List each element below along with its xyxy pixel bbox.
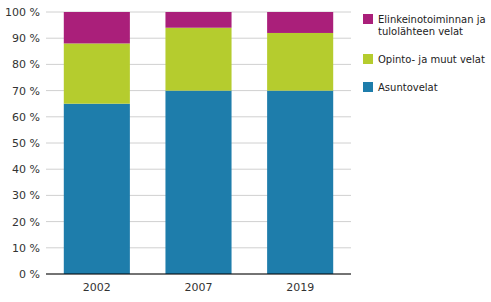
grid <box>46 12 351 274</box>
y-tick-label: 80 % <box>12 58 40 71</box>
bar-segment <box>267 12 333 33</box>
bar-segment <box>64 43 130 103</box>
legend-label-line: Opinto- ja muut velat <box>378 54 485 65</box>
bar-segment <box>64 104 130 274</box>
bar-segment <box>267 33 333 91</box>
y-tick-label: 30 % <box>12 189 40 202</box>
y-tick-label: 10 % <box>12 242 40 255</box>
y-tick-label: 90 % <box>12 32 40 45</box>
y-tick-label: 20 % <box>12 216 40 229</box>
legend-label: Opinto- ja muut velat <box>378 54 485 65</box>
y-tick-label: 50 % <box>12 137 40 150</box>
legend-label: Asuntovelat <box>378 82 438 93</box>
x-tick-label: 2007 <box>185 281 213 294</box>
legend-swatch <box>363 82 373 92</box>
x-axis-line <box>46 274 351 275</box>
legend: Elinkeinotoiminnan jatulolähteen velat Op… <box>363 14 486 93</box>
bar-segment <box>64 12 130 43</box>
chart: 0 % 10 % 20 % 30 % 40 % 50 % 60 % 70 % 80 % 90 % 1… <box>0 0 491 302</box>
legend-label-line: tulolähteen velat <box>378 26 463 37</box>
x-tick-label: 2002 <box>83 281 111 294</box>
y-tick-label: 0 % <box>19 268 40 281</box>
bar-segment <box>165 12 231 28</box>
legend-label: Elinkeinotoiminnan jatulolähteen velat <box>378 14 486 37</box>
bar-segment <box>165 28 231 91</box>
legend-label-line: Elinkeinotoiminnan ja <box>378 14 486 25</box>
legend-swatch <box>363 54 373 64</box>
grid-line <box>46 274 351 275</box>
chart-container: 0 % 10 % 20 % 30 % 40 % 50 % 60 % 70 % 80 % 90 % 1… <box>0 0 491 302</box>
x-tick-label: 2019 <box>286 281 314 294</box>
y-tick-label: 70 % <box>12 85 40 98</box>
y-tick-label: 100 % <box>5 6 40 19</box>
legend-label-line: Asuntovelat <box>378 82 438 93</box>
y-tick-label: 40 % <box>12 163 40 176</box>
bar-segment <box>267 91 333 274</box>
bars <box>64 12 333 274</box>
bar-segment <box>165 91 231 274</box>
y-tick-label: 60 % <box>12 111 40 124</box>
legend-swatch <box>363 14 373 24</box>
